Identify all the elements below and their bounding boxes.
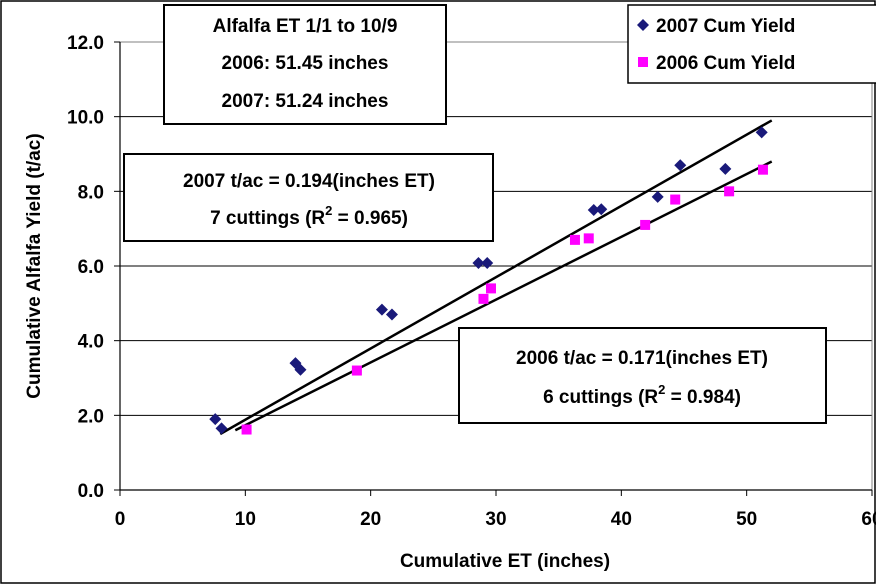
legend-label-1: 2006 Cum Yield [656,53,795,74]
legend-marker-1 [638,57,648,67]
x-axis-title: Cumulative ET (inches) [400,551,610,572]
data-series [209,126,768,435]
series-1-point-1 [351,365,362,376]
et-summary-line-3: 2007: 51.24 inches [222,91,389,112]
series-0 [209,126,768,435]
y-tick-labels: 0.0 2.0 4.0 6.0 8.0 10.0 12.0 [67,33,104,502]
axes [114,41,873,496]
equation-2006-line-1: 2006 t/ac = 0.171(inches ET) [516,348,768,369]
y-tick-label-4: 8.0 [78,182,104,203]
y-tick-label-2: 4.0 [78,332,104,353]
equation-2006-frame [458,327,827,424]
legend-label-0: 2007 Cum Yield [656,16,795,37]
series-0-point-13 [755,126,768,139]
legend: 2007 Cum Yield 2006 Cum Yield [627,4,876,84]
series-0-point-1 [215,422,228,435]
x-tick-label-5: 50 [736,509,757,530]
legend-marker-0 [637,19,649,31]
legend-frame [627,4,876,84]
x-tick-labels: 0 10 20 30 40 50 60 [115,509,876,530]
series-0-point-11 [674,159,687,172]
series-1-point-9 [757,164,768,175]
equation-2007-line-2: 7 cuttings (R2 = 0.965) [210,203,408,229]
series-1-point-0 [241,424,252,435]
trendline-1 [234,160,773,432]
y-tick-label-6: 12.0 [67,33,104,54]
et-summary-frame [163,4,447,125]
y-tick-label-3: 6.0 [78,257,104,278]
equation-2007-frame [123,153,494,242]
x-tick-label-6: 60 [861,509,876,530]
equation-2007-line-1: 2007 t/ac = 0.194(inches ET) [183,171,435,192]
series-0-point-5 [385,308,398,321]
series-1-point-7 [670,194,681,205]
series-1-point-5 [583,233,594,244]
series-1-point-6 [640,219,651,230]
et-summary-line-2: 2006: 51.45 inches [222,53,389,74]
x-tick-label-0: 0 [115,509,126,530]
series-0-point-0 [209,413,222,426]
series-1-point-8 [724,186,735,197]
series-0-point-9 [595,203,608,216]
y-axis-title: Cumulative Alfalfa Yield (t/ac) [24,133,45,398]
x-tick-label-2: 20 [360,509,381,530]
y-tick-label-5: 10.0 [67,108,104,129]
equation-2007-box: 2007 t/ac = 0.194(inches ET) 7 cuttings … [123,153,494,242]
series-1-point-4 [569,234,580,245]
series-0-point-3 [294,363,307,376]
trendline-0 [219,119,773,436]
x-tick-label-3: 30 [485,509,506,530]
x-tick-label-1: 10 [235,509,256,530]
series-0-point-10 [651,190,664,203]
equation-2006-line-2: 6 cuttings (R2 = 0.984) [543,382,741,408]
series-0-point-7 [481,257,494,270]
series-0-point-6 [472,257,485,270]
et-summary-box: Alfalfa ET 1/1 to 10/9 2006: 51.45 inche… [163,4,447,125]
y-tick-label-1: 2.0 [78,406,104,427]
y-tick-label-0: 0.0 [78,481,104,502]
et-summary-line-1: Alfalfa ET 1/1 to 10/9 [213,16,398,37]
equation-2006-box: 2006 t/ac = 0.171(inches ET) 6 cuttings … [458,327,827,424]
series-0-point-8 [587,204,600,216]
series-1-point-3 [485,283,496,294]
trendlines [219,119,773,436]
series-0-point-4 [375,303,388,316]
series-1-point-2 [478,293,489,304]
series-1 [241,164,768,435]
x-tick-label-4: 40 [611,509,632,530]
series-0-point-12 [719,162,732,175]
